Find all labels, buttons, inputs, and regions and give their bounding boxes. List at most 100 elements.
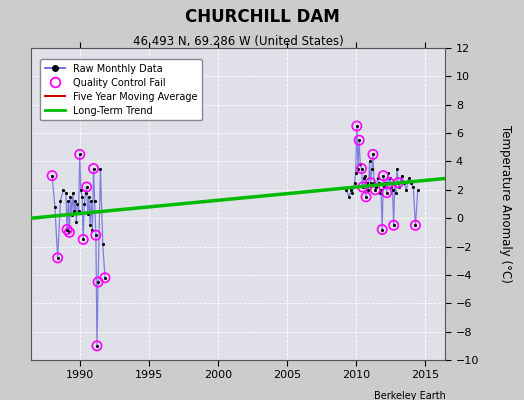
Point bbox=[355, 137, 363, 143]
Point bbox=[101, 274, 109, 281]
Point bbox=[395, 184, 403, 190]
Point bbox=[48, 172, 56, 179]
Point bbox=[409, 184, 418, 190]
Point bbox=[79, 236, 88, 243]
Point bbox=[390, 180, 399, 186]
Point bbox=[92, 232, 100, 238]
Point bbox=[398, 172, 406, 179]
Text: CHURCHILL DAM: CHURCHILL DAM bbox=[184, 8, 340, 26]
Point bbox=[89, 165, 97, 172]
Point bbox=[394, 180, 402, 186]
Point bbox=[363, 180, 372, 186]
Point bbox=[51, 204, 59, 210]
Point bbox=[351, 180, 359, 186]
Point bbox=[362, 194, 370, 200]
Point bbox=[65, 229, 73, 236]
Point bbox=[359, 175, 368, 182]
Point bbox=[68, 212, 76, 218]
Point bbox=[94, 279, 102, 285]
Point bbox=[366, 180, 375, 186]
Point bbox=[56, 198, 64, 204]
Point bbox=[384, 170, 392, 176]
Point bbox=[62, 190, 70, 196]
Point bbox=[72, 219, 81, 226]
Point bbox=[389, 222, 398, 228]
Point bbox=[89, 165, 97, 172]
Y-axis label: Temperature Anomaly (°C): Temperature Anomaly (°C) bbox=[499, 125, 511, 283]
Point bbox=[80, 201, 89, 207]
Point bbox=[73, 201, 82, 207]
Point bbox=[82, 184, 91, 190]
Point bbox=[402, 187, 410, 193]
Point bbox=[411, 222, 420, 228]
Point bbox=[372, 184, 380, 190]
Point bbox=[69, 190, 77, 196]
Point bbox=[379, 172, 387, 179]
Point bbox=[386, 175, 395, 182]
Point bbox=[77, 187, 85, 193]
Point bbox=[53, 255, 62, 261]
Point bbox=[358, 184, 367, 190]
Point bbox=[394, 180, 402, 186]
Point bbox=[389, 222, 398, 228]
Point bbox=[371, 187, 379, 193]
Point bbox=[92, 232, 100, 238]
Point bbox=[383, 190, 391, 196]
Point bbox=[405, 175, 413, 182]
Point bbox=[411, 222, 420, 228]
Point bbox=[348, 190, 356, 196]
Point bbox=[94, 279, 102, 285]
Point bbox=[86, 222, 94, 228]
Point bbox=[349, 184, 357, 190]
Point bbox=[370, 180, 378, 186]
Point bbox=[361, 172, 369, 179]
Point bbox=[407, 180, 415, 186]
Point bbox=[67, 194, 75, 200]
Point bbox=[81, 190, 90, 196]
Point bbox=[342, 187, 351, 193]
Point bbox=[364, 187, 373, 193]
Point bbox=[96, 165, 105, 172]
Point bbox=[381, 180, 390, 186]
Point bbox=[413, 187, 422, 193]
Point bbox=[101, 274, 109, 281]
Point bbox=[63, 226, 71, 233]
Point bbox=[53, 255, 62, 261]
Legend: Raw Monthly Data, Quality Control Fail, Five Year Moving Average, Long-Term Tren: Raw Monthly Data, Quality Control Fail, … bbox=[40, 59, 202, 120]
Point bbox=[366, 180, 375, 186]
Point bbox=[392, 190, 400, 196]
Point bbox=[385, 180, 394, 186]
Text: Berkeley Earth: Berkeley Earth bbox=[374, 390, 445, 400]
Point bbox=[371, 187, 379, 193]
Point bbox=[99, 240, 107, 247]
Point bbox=[376, 190, 384, 196]
Point bbox=[355, 137, 363, 143]
Point bbox=[388, 187, 397, 193]
Point bbox=[356, 161, 365, 168]
Point bbox=[79, 236, 88, 243]
Point bbox=[385, 180, 394, 186]
Point bbox=[352, 170, 360, 176]
Point bbox=[82, 184, 91, 190]
Point bbox=[373, 175, 381, 182]
Point bbox=[400, 180, 408, 186]
Point bbox=[70, 208, 78, 214]
Point bbox=[378, 226, 386, 233]
Point bbox=[78, 194, 86, 200]
Point bbox=[48, 172, 56, 179]
Point bbox=[75, 151, 84, 158]
Point bbox=[63, 226, 71, 233]
Point bbox=[93, 343, 101, 349]
Point bbox=[347, 187, 355, 193]
Point bbox=[387, 184, 396, 190]
Point bbox=[64, 198, 72, 204]
Point bbox=[65, 229, 73, 236]
Point bbox=[375, 180, 383, 186]
Point bbox=[383, 190, 391, 196]
Point bbox=[93, 343, 101, 349]
Point bbox=[365, 158, 374, 165]
Point bbox=[91, 198, 99, 204]
Point bbox=[74, 208, 83, 214]
Point bbox=[369, 151, 377, 158]
Title: 46.493 N, 69.286 W (United States): 46.493 N, 69.286 W (United States) bbox=[133, 35, 344, 48]
